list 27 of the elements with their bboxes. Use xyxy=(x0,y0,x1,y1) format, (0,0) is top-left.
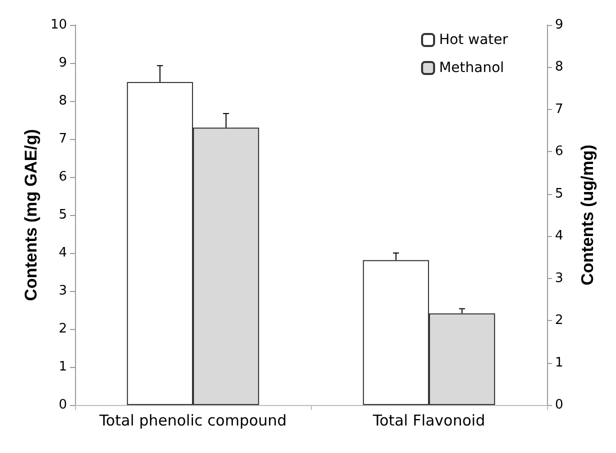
y2-tick-label: 1 xyxy=(555,355,564,370)
y-tick-label: 6 xyxy=(58,170,67,184)
y-tick-label: 10 xyxy=(50,18,67,32)
y-tick-label: 1 xyxy=(58,360,67,374)
legend-label: Methanol xyxy=(439,60,504,76)
y2-tick-label: 8 xyxy=(555,60,564,75)
y-tick-label: 4 xyxy=(58,246,67,260)
y-tick-label: 0 xyxy=(58,398,67,412)
y2-axis-title: Contents (ug/mg) xyxy=(578,144,597,286)
y-tick-label: 9 xyxy=(58,56,67,70)
y2-tick-label: 4 xyxy=(555,228,564,244)
y-tick-label: 8 xyxy=(58,94,67,108)
y-axis-title: Contents (mg GAE/g) xyxy=(22,129,41,301)
y2-tick-label: 7 xyxy=(555,102,564,117)
y-tick-label: 3 xyxy=(58,284,67,298)
y-tick-label: 2 xyxy=(58,322,67,336)
legend-label: Hot water xyxy=(439,32,508,48)
x-tick-label: Total phenolic compound xyxy=(98,412,287,430)
y2-tick-label: 9 xyxy=(555,18,564,32)
y2-tick-label: 2 xyxy=(555,313,564,328)
y2-tick-label: 5 xyxy=(555,186,564,202)
y2-tick-label: 0 xyxy=(555,398,564,412)
y-tick-label: 5 xyxy=(58,208,67,222)
y2-tick-label: 3 xyxy=(555,270,564,286)
y2-tick-label: 6 xyxy=(555,144,564,160)
x-tick-label: Total Flavonoid xyxy=(372,412,486,430)
y-tick-label: 7 xyxy=(58,132,67,146)
